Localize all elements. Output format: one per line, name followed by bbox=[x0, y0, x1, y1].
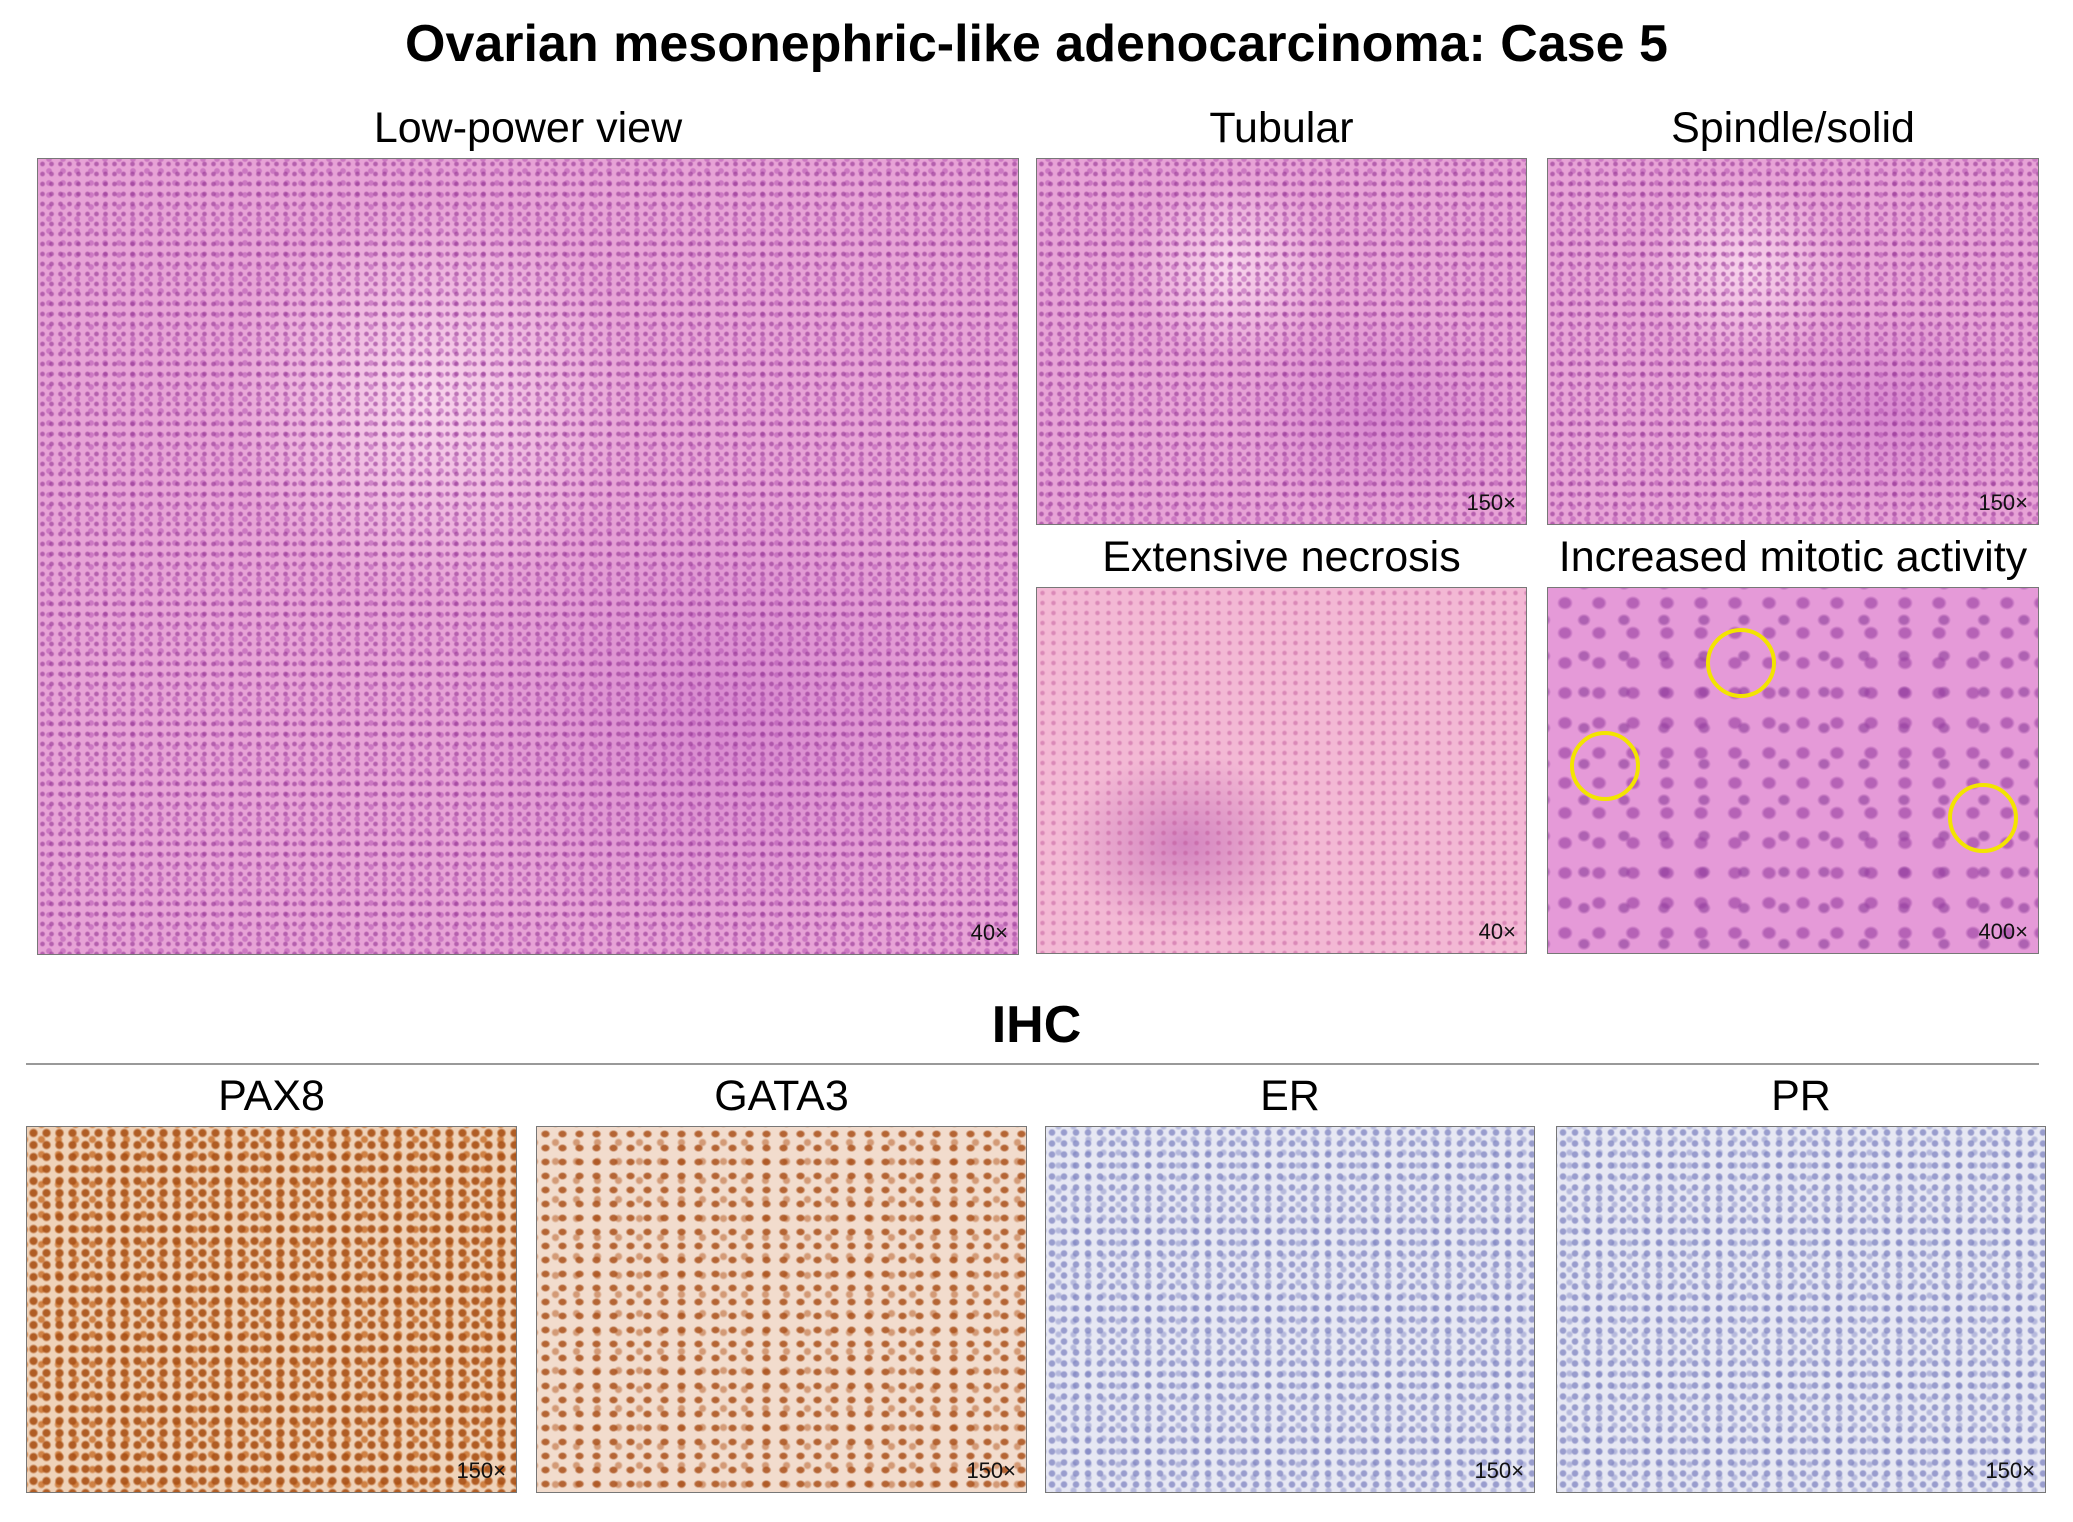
panel-label: GATA3 bbox=[714, 1072, 849, 1120]
ihc-image: 150× bbox=[536, 1126, 1027, 1493]
magnification: 400× bbox=[1978, 919, 2028, 944]
magnification: 40× bbox=[970, 920, 1008, 945]
histology-image: 40× bbox=[1036, 587, 1527, 954]
histology-image: 150× bbox=[1547, 158, 2039, 525]
magnification: 40× bbox=[1478, 919, 1516, 944]
magnification: 150× bbox=[1466, 490, 1516, 515]
magnification: 150× bbox=[1978, 490, 2028, 515]
figure-title: Ovarian mesonephric-like adenocarcinoma:… bbox=[405, 15, 1668, 73]
panel-label: PR bbox=[1771, 1072, 1831, 1120]
ihc-image: 150× bbox=[1045, 1126, 1535, 1493]
magnification: 150× bbox=[1474, 1458, 1524, 1483]
divider bbox=[26, 1063, 2039, 1065]
magnification: 150× bbox=[1985, 1458, 2035, 1483]
mitosis-circle bbox=[1706, 628, 1776, 698]
ihc-image: 150× bbox=[26, 1126, 517, 1493]
magnification: 150× bbox=[456, 1458, 506, 1483]
histology-image: 400× bbox=[1547, 587, 2039, 954]
panel-label: Tubular bbox=[1209, 104, 1354, 152]
histology-image: 40× bbox=[37, 158, 1019, 955]
histology-image: 150× bbox=[1036, 158, 1527, 525]
panel-label: Increased mitotic activity bbox=[1558, 533, 2028, 581]
magnification: 150× bbox=[966, 1458, 1016, 1483]
section-title: IHC bbox=[991, 996, 1082, 1054]
panel-label: PAX8 bbox=[218, 1072, 325, 1120]
mitosis-circle bbox=[1948, 783, 2018, 853]
panel-label: Extensive necrosis bbox=[1102, 533, 1461, 581]
mitosis-circle bbox=[1570, 731, 1640, 801]
panel-label: ER bbox=[1260, 1072, 1320, 1120]
panel-label: Spindle/solid bbox=[1671, 104, 1915, 152]
panel-label: Low-power view bbox=[373, 104, 683, 152]
ihc-image: 150× bbox=[1556, 1126, 2046, 1493]
